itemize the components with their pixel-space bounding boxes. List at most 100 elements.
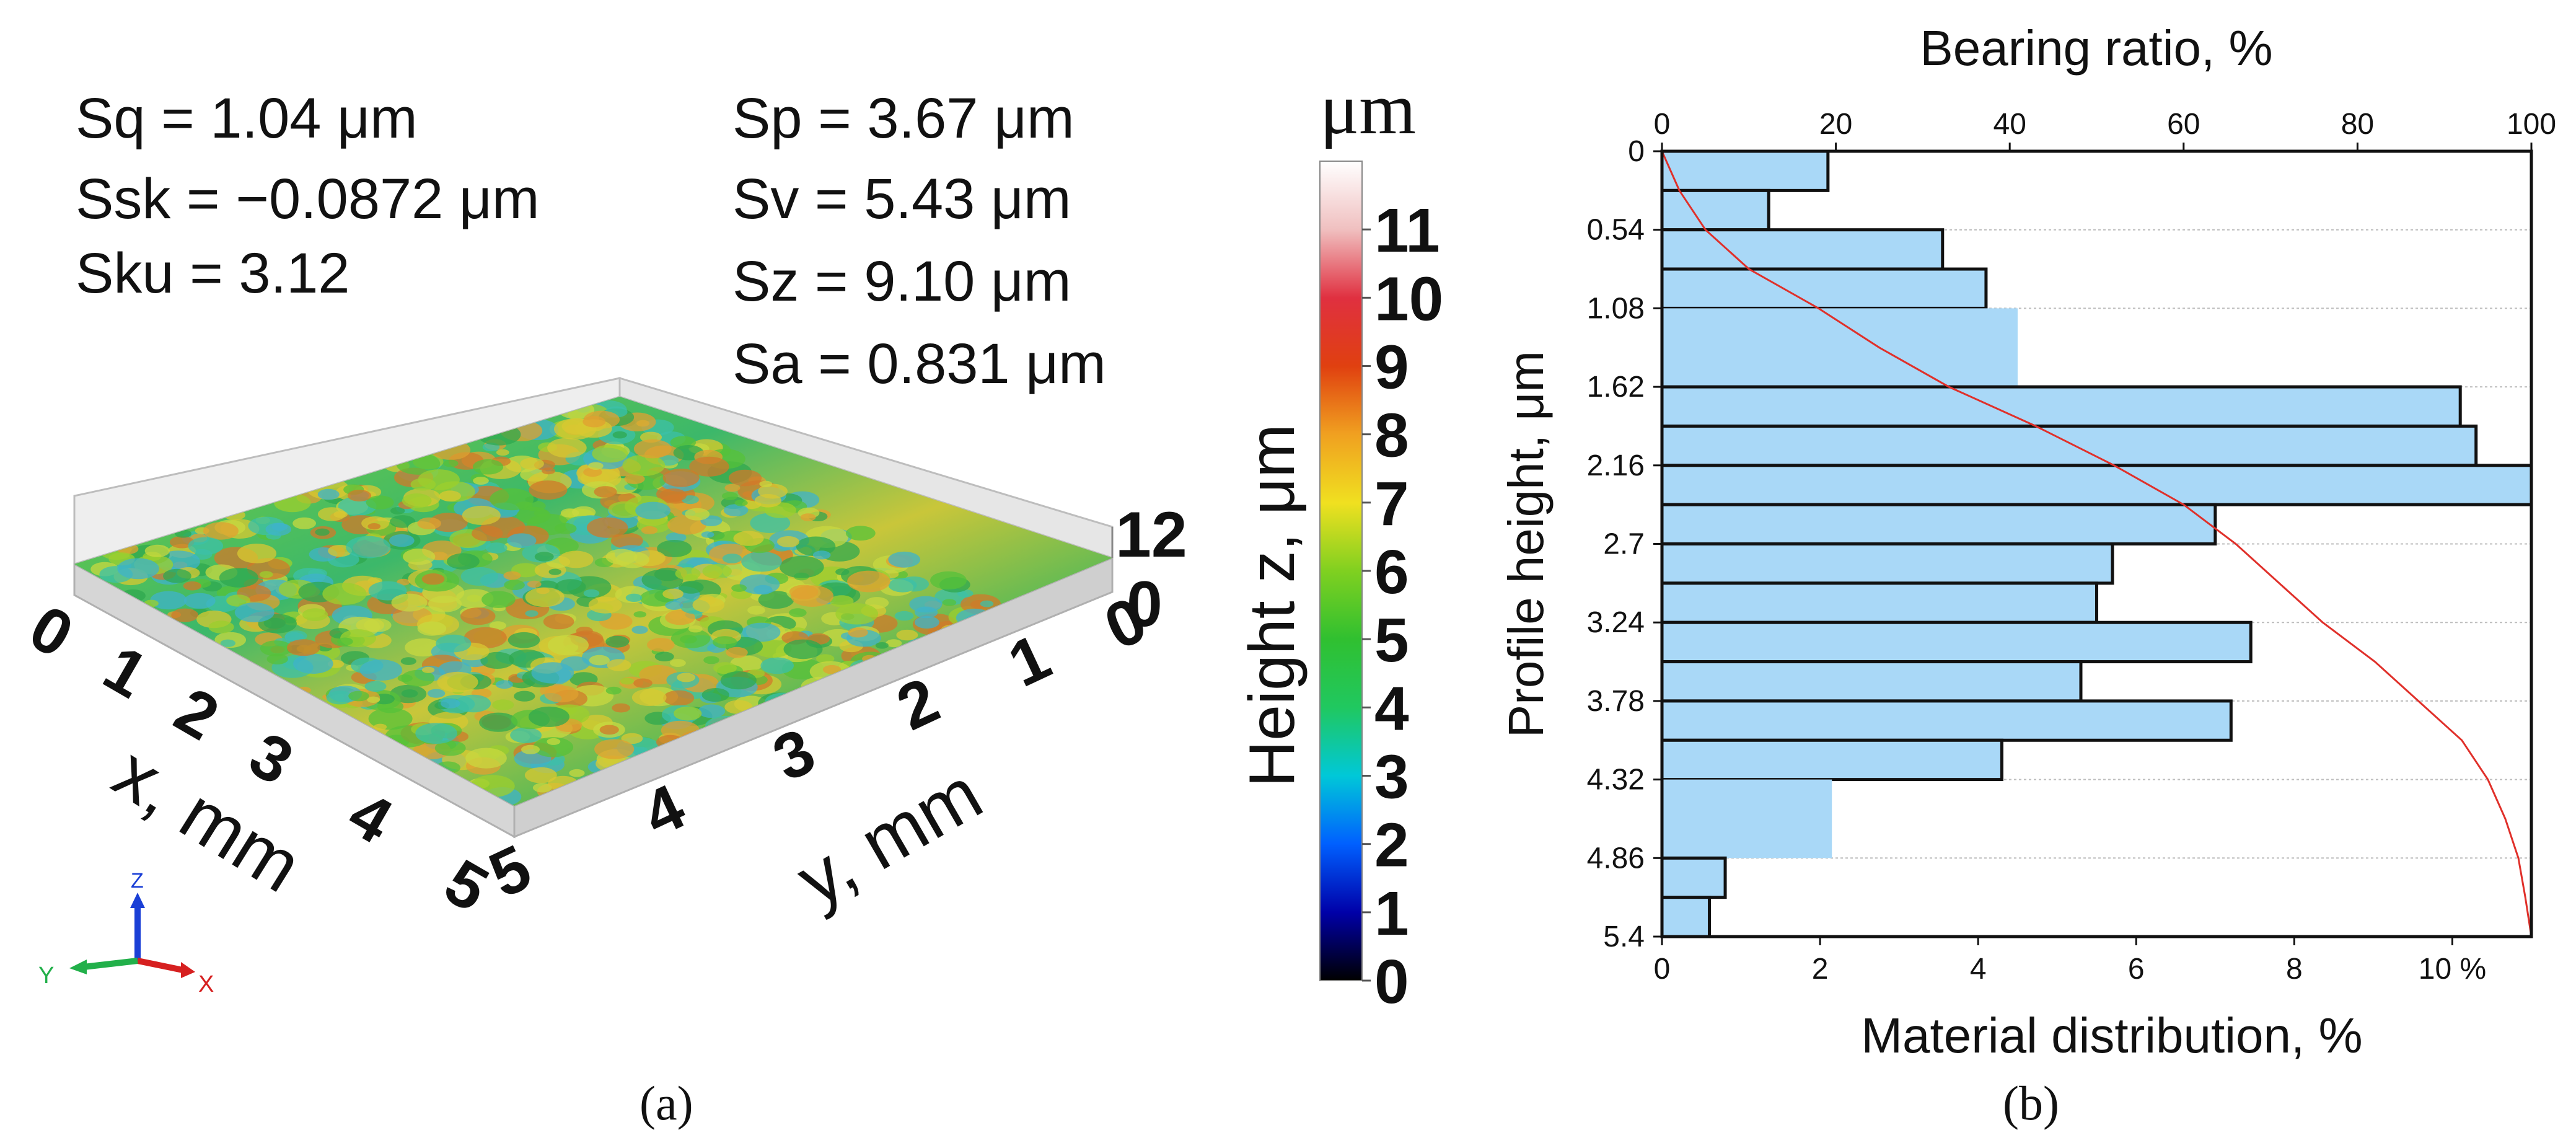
surface-patch [183,581,201,591]
surface-patch [594,486,617,498]
surface-box [73,376,1114,839]
surface-patch [234,602,275,622]
surface-patch [359,659,403,681]
surface-patch [703,656,719,664]
surface-patch [875,642,889,649]
surface-patch [759,480,773,487]
surface-patch [485,542,508,554]
surface-patch [547,738,561,745]
surface-patch [531,662,574,684]
surface-patch [980,600,994,607]
surface-patch [188,537,224,555]
surface-patch [780,555,824,578]
surface-patch [401,669,435,687]
surface-patch [588,596,622,614]
surface-patch [544,685,579,703]
histogram-bar [1660,503,2217,546]
surface-patch [731,584,747,592]
surface-patch [367,696,380,704]
z-axis: 12 0 [1115,499,1187,640]
top-tick-label: 100 [2507,108,2556,141]
surface-patch [599,725,619,735]
surface-patch [480,651,514,669]
stat-ssk: Ssk = −0.0872 μm [76,167,540,231]
colorbar-tick-label: 11 [1374,196,1440,265]
surface-patch [777,536,799,547]
surface-patch [247,558,291,580]
surface-patch [741,551,782,572]
y-tick-label: 4.86 [1587,842,1645,875]
surface-patch [401,689,418,698]
surface-patch [271,523,288,531]
surface-patch [163,568,191,583]
surface-patch [400,657,416,665]
panel-a: Sq = 1.04 μm Ssk = −0.0872 μm Sku = 3.12… [18,68,1444,1130]
surface-patch [865,597,889,609]
surface-patch [588,462,604,470]
surface-patch [507,533,537,548]
surface-patch [847,570,890,593]
surface-patch [447,553,480,570]
surface-patch [144,544,170,557]
surface-patch [528,706,569,727]
surface-patch [698,704,726,718]
surface-patch [692,597,725,613]
y-axis-label-b: Profile height, μm [1498,351,1554,738]
surface-patch [226,594,250,607]
colorbar-tick-label: 8 [1374,401,1409,470]
surface-patch [733,531,764,546]
surface-patch [417,621,447,636]
surface-patch [527,580,542,588]
surface-patch [169,536,195,549]
surface-patch [625,593,643,602]
surface-patch [428,595,462,612]
surface-patch [427,689,446,698]
y-tick-1: 1 [998,620,1061,701]
surface-patch [635,501,670,519]
y-tick-label: 5.4 [1603,920,1645,953]
surface-patch [525,587,565,607]
y-tick-4: 4 [633,770,696,851]
surface-patch [816,654,835,663]
y-tick-label: 4.32 [1587,764,1645,797]
surface-patch [462,505,501,525]
y-tick-2: 2 [887,664,949,744]
surface-patch [293,653,333,674]
colorbar-tick-label: 10 [1374,264,1443,333]
surface-patch [665,601,684,610]
surface-patch [374,723,387,731]
surface-patch [315,528,330,536]
surface-patch [662,469,700,487]
y-tick-label: 3.78 [1587,685,1645,718]
surface-patch [364,681,387,692]
surface-patch [678,581,704,594]
surface-patch [292,517,316,529]
surface-patch [547,438,587,458]
surface-patch [829,595,854,607]
surface-patch [560,508,579,518]
histogram-bar [1660,542,2114,585]
surface-patch [208,620,234,633]
triad-x-arrow [181,962,195,978]
surface-patch [555,579,586,594]
surface-patch [368,581,407,601]
surface-patch [688,625,703,633]
surface-patch [800,513,816,521]
surface-patch [554,523,577,534]
stat-sa: Sa = 0.831 μm [732,332,1106,395]
surface-patch [633,678,653,688]
surface-patch [633,611,647,618]
surface-patch [521,744,540,754]
z-tick-12: 12 [1115,499,1187,571]
surface-patch [403,549,436,565]
x-tick-3: 3 [238,718,305,798]
z-tick-0: 0 [1127,568,1163,640]
surface-patch [472,526,503,542]
surface-patch [789,608,807,617]
surface-patch [888,578,917,593]
histogram-bar [1660,464,2533,506]
surface-patch [219,568,258,588]
y-tick-label: 1.08 [1587,292,1645,325]
surface-patch [437,671,478,692]
